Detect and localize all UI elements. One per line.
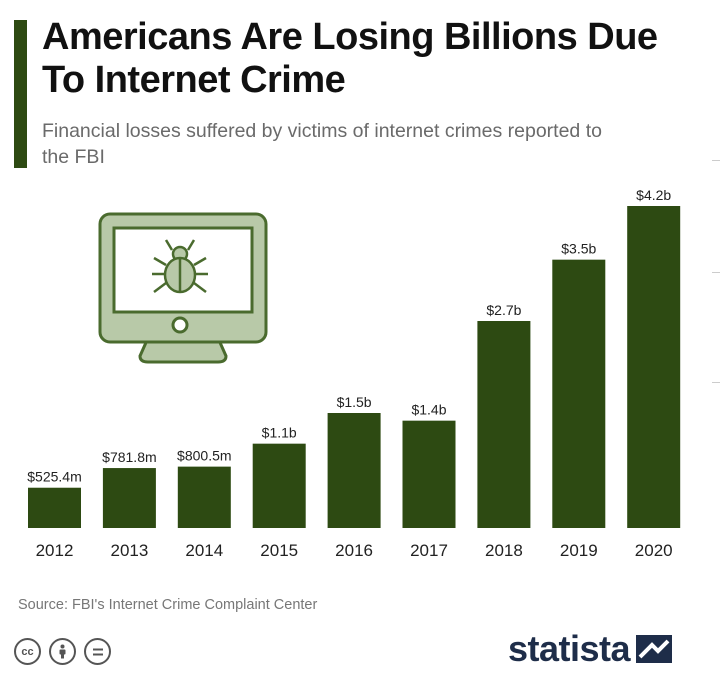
x-tick-label-2014: 2014 xyxy=(185,541,223,560)
edge-tick xyxy=(712,160,720,161)
chart-subtitle: Financial losses suffered by victims of … xyxy=(42,120,602,168)
cc-icon[interactable]: cc xyxy=(14,638,41,665)
x-tick-label-2015: 2015 xyxy=(260,541,298,560)
x-tick-label-2020: 2020 xyxy=(635,541,673,560)
data-label-2013: $781.8m xyxy=(102,449,156,465)
data-label-2018: $2.7b xyxy=(486,302,521,318)
statista-wordmark: statista xyxy=(508,628,631,669)
bar-2013 xyxy=(102,468,156,528)
data-label-2016: $1.5b xyxy=(337,394,372,410)
bar-2020 xyxy=(627,206,681,528)
title-accent-bar xyxy=(14,20,27,168)
bar-2017 xyxy=(402,420,456,528)
chart-title: Americans Are Losing Billions Due To Int… xyxy=(42,16,658,101)
data-label-2019: $3.5b xyxy=(561,241,596,257)
bar-2019 xyxy=(552,259,606,528)
x-tick-label-2018: 2018 xyxy=(485,541,523,560)
x-tick-label-2016: 2016 xyxy=(335,541,373,560)
by-icon[interactable] xyxy=(49,638,76,665)
x-tick-label-2019: 2019 xyxy=(560,541,598,560)
bar-2012 xyxy=(28,487,81,528)
data-label-2014: $800.5m xyxy=(177,448,231,464)
x-tick-label-2012: 2012 xyxy=(36,541,74,560)
edge-tick xyxy=(712,272,720,273)
nd-icon[interactable] xyxy=(84,638,111,665)
bar-2015 xyxy=(252,443,306,528)
data-label-2015: $1.1b xyxy=(262,425,297,441)
data-label-2020: $4.2b xyxy=(636,187,671,203)
x-tick-label-2013: 2013 xyxy=(110,541,148,560)
data-label-2017: $1.4b xyxy=(411,402,446,418)
bar-2018 xyxy=(477,321,531,528)
bar-2016 xyxy=(327,413,381,528)
data-label-2012: $525.4m xyxy=(27,469,81,485)
monitor-bug-icon xyxy=(98,212,268,364)
license-icons: cc xyxy=(14,638,111,665)
bar-2014 xyxy=(177,466,231,528)
bar-chart: $525.4m 2012 $781.8m 2013 $800.5m 2014 $1.1b 20… xyxy=(27,187,681,560)
statista-logo-icon xyxy=(636,635,673,663)
statista-brand[interactable]: statista xyxy=(508,628,673,669)
x-tick-label-2017: 2017 xyxy=(410,541,448,560)
source-note: Source: FBI's Internet Crime Complaint C… xyxy=(18,597,318,613)
edge-tick xyxy=(712,382,720,383)
